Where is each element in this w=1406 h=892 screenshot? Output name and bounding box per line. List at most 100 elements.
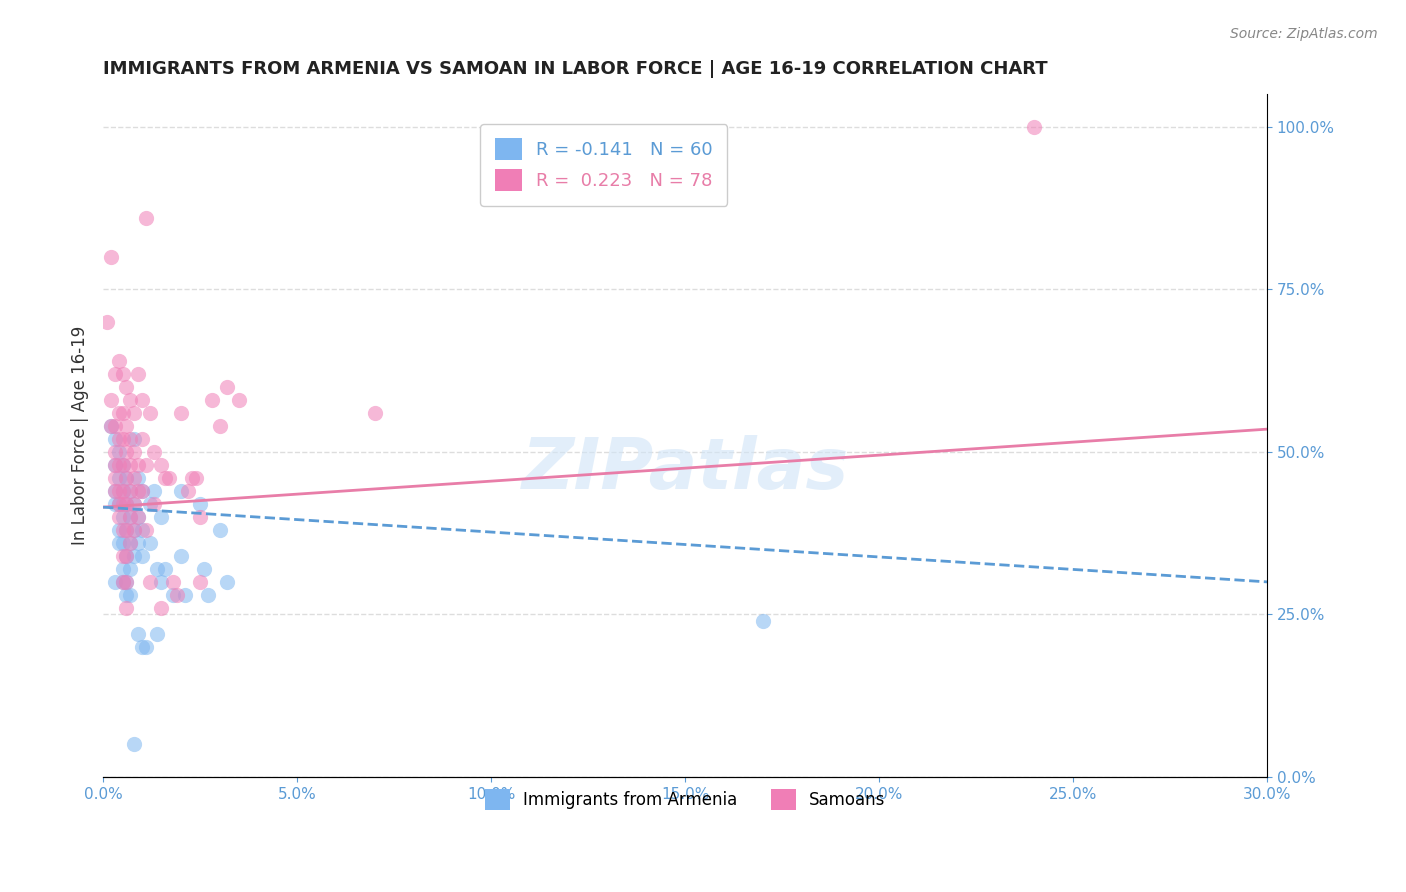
Point (111, 458, 134, 472)
Point (153, 471, 176, 485)
Point (111, 574, 134, 589)
Point (197, 588, 219, 602)
Point (107, 523, 129, 537)
Point (111, 458, 134, 472)
Point (186, 471, 208, 485)
Point (208, 418, 231, 433)
Point (131, 549, 153, 563)
Point (122, 432, 145, 446)
Point (122, 549, 145, 563)
Point (120, 483, 142, 498)
Point (107, 483, 129, 498)
Point (122, 445, 145, 459)
Point (104, 458, 127, 472)
Point (146, 627, 169, 641)
Point (153, 562, 176, 576)
Text: IMMIGRANTS FROM ARMENIA VS SAMOAN IN LABOR FORCE | AGE 16-19 CORRELATION CHART: IMMIGRANTS FROM ARMENIA VS SAMOAN IN LAB… (103, 60, 1047, 78)
Point (364, 406, 387, 420)
Point (115, 523, 138, 537)
Point (127, 483, 149, 498)
Point (107, 536, 129, 550)
Point (111, 406, 134, 420)
Point (131, 483, 153, 498)
Point (170, 549, 193, 563)
Point (104, 418, 127, 433)
Point (104, 367, 127, 381)
Point (131, 392, 153, 407)
Point (127, 509, 149, 524)
Point (104, 497, 127, 511)
Point (150, 574, 173, 589)
Point (751, 614, 773, 628)
Point (120, 432, 142, 446)
Point (107, 445, 129, 459)
Point (111, 483, 134, 498)
Point (146, 562, 169, 576)
Point (131, 523, 153, 537)
Point (177, 483, 200, 498)
Point (188, 497, 211, 511)
Point (107, 458, 129, 472)
Point (150, 600, 173, 615)
Point (115, 418, 138, 433)
Point (127, 471, 149, 485)
Point (122, 523, 145, 537)
Point (111, 497, 134, 511)
Point (115, 471, 138, 485)
Point (111, 536, 134, 550)
Point (138, 536, 160, 550)
Point (217, 380, 239, 394)
Point (107, 497, 129, 511)
Point (181, 471, 204, 485)
Point (131, 640, 153, 654)
Point (135, 458, 157, 472)
Point (188, 509, 211, 524)
Point (115, 471, 138, 485)
Point (115, 574, 138, 589)
Point (115, 523, 138, 537)
Point (120, 536, 142, 550)
Point (127, 367, 149, 381)
Point (162, 574, 184, 589)
Point (138, 574, 160, 589)
Point (173, 588, 195, 602)
Point (100, 418, 122, 433)
Point (115, 497, 138, 511)
Point (104, 483, 127, 498)
Point (131, 483, 153, 498)
Y-axis label: In Labor Force | Age 16-19: In Labor Force | Age 16-19 (72, 326, 89, 545)
Point (150, 509, 173, 524)
Point (104, 471, 127, 485)
Point (120, 392, 142, 407)
Point (107, 432, 129, 446)
Point (104, 445, 127, 459)
Point (122, 471, 145, 485)
Point (111, 367, 134, 381)
Point (120, 458, 142, 472)
Point (115, 380, 138, 394)
Point (162, 588, 184, 602)
Point (115, 588, 138, 602)
Point (131, 432, 153, 446)
Point (201, 392, 224, 407)
Point (142, 445, 165, 459)
Text: ZIPatlas: ZIPatlas (522, 435, 849, 504)
Point (107, 406, 129, 420)
Point (115, 549, 138, 563)
Point (115, 549, 138, 563)
Point (107, 354, 129, 368)
Point (157, 471, 180, 485)
Point (127, 458, 149, 472)
Point (170, 406, 193, 420)
Point (115, 574, 138, 589)
Point (111, 483, 134, 498)
Point (127, 627, 149, 641)
Point (170, 483, 193, 498)
Point (166, 588, 188, 602)
Point (111, 509, 134, 524)
Point (111, 432, 134, 446)
Point (100, 392, 122, 407)
Point (96, 315, 118, 329)
Point (104, 432, 127, 446)
Point (120, 562, 142, 576)
